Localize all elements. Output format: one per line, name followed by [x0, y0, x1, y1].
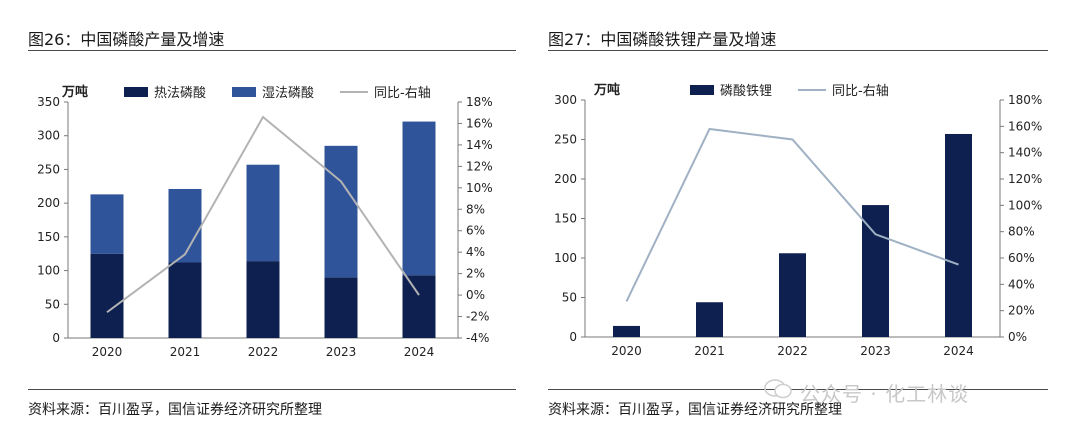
x-tick-label: 2020 [92, 345, 123, 359]
line-同比-右轴 [625, 127, 959, 302]
y2-tick-label: 14% [466, 138, 493, 152]
y-tick-label: 300 [554, 93, 577, 107]
y2-tick-label: 0% [466, 288, 485, 302]
bar-热法磷酸 [402, 275, 436, 338]
bar-湿法磷酸 [246, 164, 280, 262]
chart-panel-phosphoric-acid: 图26：中国磷酸产量及增速 350 300 250 200 150 100 50 0 18% 16… [0, 0, 525, 435]
title-rule [548, 50, 1048, 51]
x-tick-label: 2023 [860, 344, 891, 358]
y-tick-label: 300 [37, 129, 60, 143]
y-tick-label: 150 [554, 212, 577, 226]
x-tick-label: 2024 [943, 344, 974, 358]
legend-label: 同比-右轴 [832, 84, 889, 99]
y2-tick-label: -4% [466, 331, 489, 345]
y-tick-label: 0 [52, 331, 60, 345]
y2-tick-label: 40% [1008, 277, 1035, 291]
x-tick-label: 2022 [777, 344, 808, 358]
y2-tick-label: 140% [1008, 146, 1042, 160]
bar-热法磷酸 [90, 253, 124, 338]
source-rule [28, 389, 516, 390]
legend-label: 热法磷酸 [154, 86, 206, 101]
bar-磷酸铁锂 [862, 205, 889, 337]
bar-热法磷酸 [168, 262, 202, 338]
bar-热法磷酸 [246, 261, 280, 338]
y2-tick-label: 18% [466, 95, 493, 109]
y-tick-label: 50 [562, 291, 577, 305]
y-tick-label: 50 [45, 297, 60, 311]
y2-tick-label: 12% [466, 159, 493, 173]
x-tick-label: 2022 [248, 345, 279, 359]
line-同比-右轴 [106, 115, 420, 314]
y2-tick-label: 20% [1008, 304, 1035, 318]
wechat-logo-watermark [764, 379, 792, 399]
legend-swatch [232, 87, 256, 97]
y2-tick-label: 120% [1008, 172, 1042, 186]
y2-tick-label: 8% [466, 202, 485, 216]
y2-tick-label: 2% [466, 267, 485, 281]
bar-湿法磷酸 [168, 188, 202, 263]
unit-label: 万吨 [61, 84, 88, 100]
y-tick-label: 150 [37, 230, 60, 244]
y2-tick-label: 100% [1008, 198, 1042, 212]
y-tick-label: 0 [569, 330, 577, 344]
y-tick-label: 350 [37, 95, 60, 109]
x-tick-label: 2021 [170, 345, 201, 359]
x-tick-label: 2024 [404, 345, 435, 359]
x-tick-label: 2021 [694, 344, 725, 358]
y2-tick-label: 60% [1008, 251, 1035, 265]
figure-title: 图26：中国磷酸产量及增速 [28, 30, 225, 49]
source-note: 资料来源：百川盈孚，国信证券经济研究所整理 [548, 402, 842, 418]
chart-panel-lfp: 图27：中国磷酸铁锂产量及增速 300 250 200 150 100 50 0 180% 16… [540, 0, 1080, 435]
x-tick-label: 2020 [611, 344, 642, 358]
source-note: 资料来源：百川盈孚，国信证券经济研究所整理 [28, 402, 322, 418]
y2-tick-label: 6% [466, 224, 485, 238]
bar-湿法磷酸 [324, 145, 358, 278]
legend-swatch [690, 85, 714, 95]
y2-tick-label: 80% [1008, 225, 1035, 239]
y-tick-label: 200 [554, 172, 577, 186]
chart-lfp: 300 250 200 150 100 50 0 180% 160% 140% 120% 100% 80… [554, 82, 1042, 358]
y-tick-label: 100 [554, 251, 577, 265]
bar-磷酸铁锂 [696, 302, 723, 337]
bar-磷酸铁锂 [613, 325, 640, 337]
x-tick-label: 2023 [326, 345, 357, 359]
y2-tick-label: 180% [1008, 93, 1042, 107]
unit-label: 万吨 [593, 82, 620, 98]
bar-磷酸铁锂 [779, 253, 806, 337]
legend-swatch [124, 87, 148, 97]
legend-label: 湿法磷酸 [262, 86, 314, 101]
bar-湿法磷酸 [402, 121, 436, 276]
y2-tick-label: 10% [466, 181, 493, 195]
y-tick-label: 200 [37, 196, 60, 210]
y-tick-label: 100 [37, 264, 60, 278]
figure-title: 图27：中国磷酸铁锂产量及增速 [548, 30, 777, 49]
chart-phosphoric-acid: 350 300 250 200 150 100 50 0 18% 16% 14% 12% 10% 8% 6%… [37, 84, 493, 359]
source-rule [548, 389, 1048, 390]
legend-label: 同比-右轴 [374, 86, 431, 101]
y2-tick-label: -2% [466, 310, 489, 324]
bar-湿法磷酸 [90, 194, 124, 254]
bar-磷酸铁锂 [945, 133, 972, 337]
watermark-text: 公众号 · 化工林谈 [800, 382, 970, 406]
y2-tick-label: 4% [466, 245, 485, 259]
title-rule [28, 50, 516, 51]
y-tick-label: 250 [37, 162, 60, 176]
legend-label: 磷酸铁锂 [720, 84, 772, 99]
bar-热法磷酸 [324, 277, 358, 338]
y2-tick-label: 0% [1008, 330, 1027, 344]
y2-tick-label: 160% [1008, 119, 1042, 133]
y2-tick-label: 16% [466, 116, 493, 130]
y-tick-label: 250 [554, 133, 577, 147]
